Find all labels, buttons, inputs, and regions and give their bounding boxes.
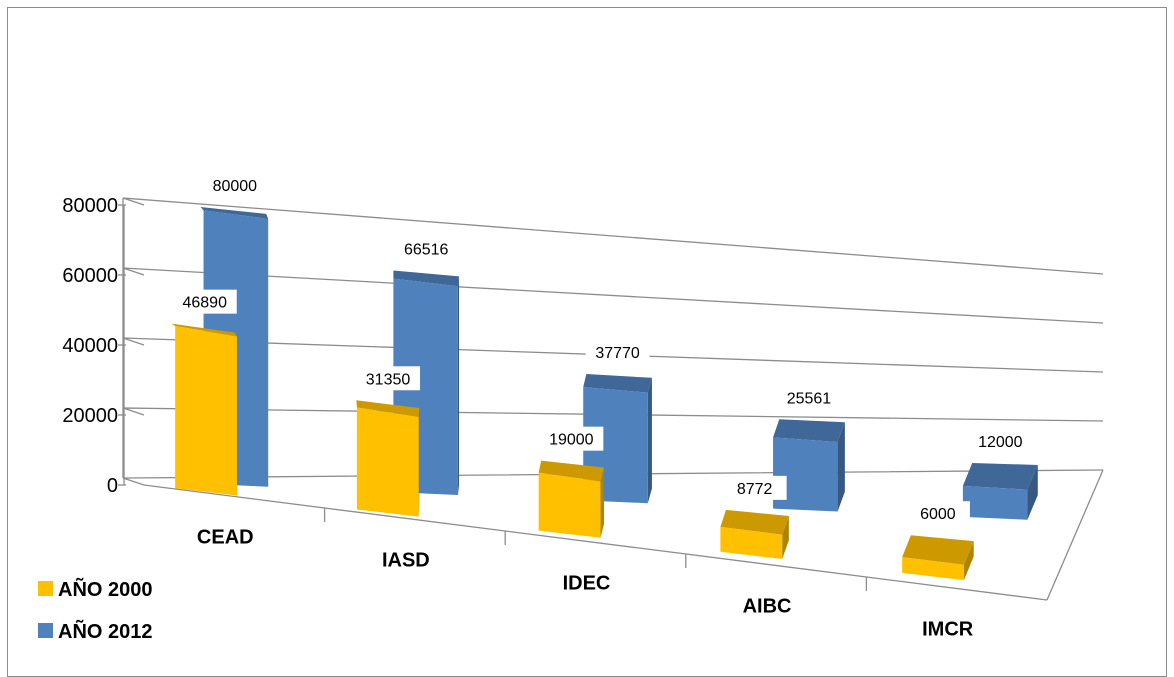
bar-side [458,276,459,495]
bar: 19000 [539,427,604,538]
data-label: 80000 [213,178,258,195]
legend: AÑO 2000 AÑO 2012 [38,578,153,643]
category-label: IASD [382,549,430,571]
y-tick-labels: 0 20000 40000 60000 80000 [62,195,126,497]
bars: 80000 66516 37770 25561 12000 46890 31350 19000… [171,173,1037,580]
floor-right-edge [1047,470,1103,600]
data-label: 25561 [787,390,832,407]
data-label: 66516 [404,241,449,258]
legend-label: AÑO 2000 [58,578,153,601]
category-label: CEAD [197,526,254,548]
category-label: IDEC [563,572,611,594]
y-tick-label: 80000 [62,195,118,217]
y-tick-label: 40000 [62,335,118,357]
bar: 31350 [356,366,420,516]
data-label: 19000 [549,432,594,449]
legend-label: AÑO 2012 [58,620,153,643]
category-label: AIBC [743,595,792,617]
data-label: 37770 [595,345,640,362]
data-label: 31350 [366,371,411,388]
bar-front [175,326,237,496]
y-tick-label: 20000 [62,405,118,427]
data-label: 6000 [920,506,956,523]
bar: 12000 [963,429,1038,520]
bar: 6000 [902,501,974,580]
category-label: IMCR [922,618,974,640]
y-tick-label: 0 [107,475,118,497]
data-label: 46890 [182,295,227,312]
gridline [123,198,1103,274]
bar-side [648,378,652,503]
bar: 8772 [720,476,788,559]
bar-front [963,486,1028,520]
data-label: 8772 [737,481,773,498]
bar-front [539,473,601,538]
y-tick-label: 60000 [62,265,118,287]
bar-front [357,407,419,516]
data-label: 12000 [978,434,1023,451]
bar-front [773,437,838,511]
legend-swatch [38,581,53,596]
bar-top [963,463,1038,490]
legend-swatch [38,623,53,638]
gridline [123,268,1103,323]
